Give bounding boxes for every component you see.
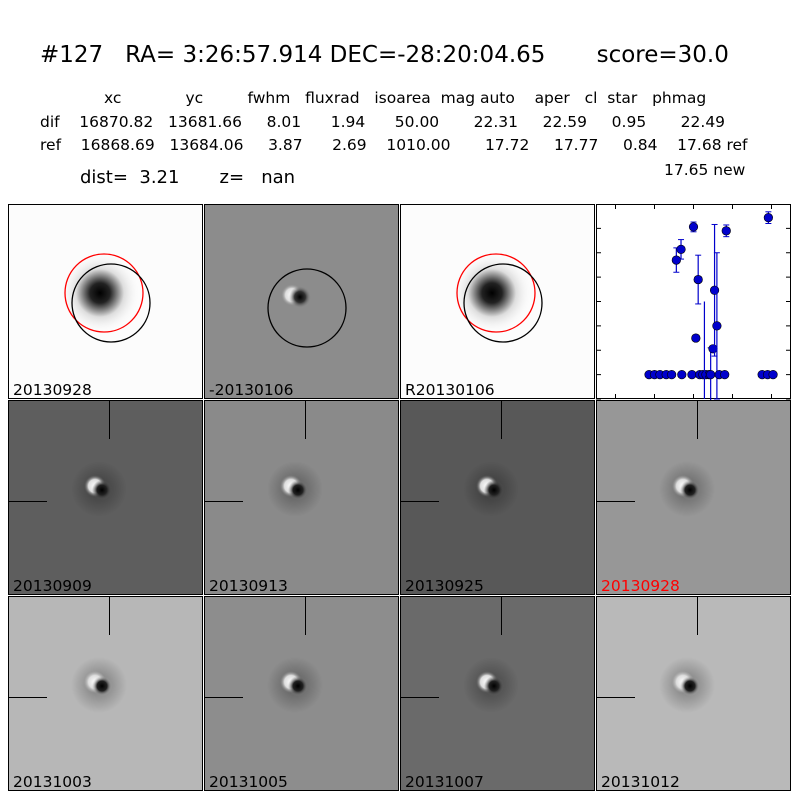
- negative-lobe: [288, 676, 308, 696]
- thumbnail-panel[interactable]: 20131007: [400, 596, 595, 791]
- dif-circle: [71, 263, 151, 343]
- page-title: #127 RA= 3:26:57.914 DEC=-28:20:04.65 sc…: [40, 42, 729, 68]
- thumbnail-panel[interactable]: 20131005: [204, 596, 399, 791]
- negative-lobe: [92, 676, 112, 696]
- thumbnail-panel[interactable]: 20130925: [400, 400, 595, 595]
- data-point: [712, 321, 722, 331]
- panel-label: 20131003: [13, 773, 92, 791]
- thumbnail-image: [659, 657, 715, 713]
- diff-negative: [289, 286, 311, 308]
- crosshair-horizontal: [597, 697, 635, 698]
- dif-circle: [267, 268, 347, 348]
- ref-image: [452, 253, 543, 343]
- negative-lobe: [484, 676, 504, 696]
- crosshair-vertical: [501, 597, 502, 635]
- thumbnail-image: [267, 657, 323, 713]
- crosshair-vertical: [305, 597, 306, 635]
- thumbnail-image: [463, 657, 519, 713]
- star-image: [60, 253, 151, 343]
- crosshair-horizontal: [205, 501, 243, 502]
- negative-lobe: [680, 480, 700, 500]
- crosshair-vertical: [109, 597, 110, 635]
- ref-new-mag: 17.65 new: [664, 161, 746, 179]
- plot-area: [596, 204, 791, 399]
- crosshair-horizontal: [9, 501, 47, 502]
- data-point: [691, 333, 701, 343]
- ref-circle: [64, 253, 144, 333]
- panel-image-new[interactable]: 20130928: [8, 204, 203, 399]
- crosshair-horizontal: [9, 697, 47, 698]
- data-point: [676, 244, 686, 254]
- star-blob: [60, 253, 140, 333]
- data-point: [721, 226, 731, 236]
- panel-label: 20130928: [13, 381, 92, 399]
- thumbnail-panel[interactable]: 20130909: [8, 400, 203, 595]
- data-point: [688, 222, 699, 232]
- crosshair-vertical: [697, 401, 698, 439]
- diff-image: [267, 268, 347, 348]
- negative-lobe: [680, 676, 700, 696]
- panel-label: 20130928: [601, 577, 680, 595]
- data-point: [693, 274, 703, 285]
- crosshair-horizontal: [205, 697, 243, 698]
- panel-image-ref[interactable]: R20130106: [400, 204, 595, 399]
- panel-label: 20130909: [13, 577, 92, 595]
- table-header: xc yc fwhm fluxrad isoarea mag auto aper…: [104, 89, 707, 107]
- data-point: [709, 285, 720, 295]
- panel-label: R20130106: [405, 381, 495, 399]
- crosshair-vertical: [305, 401, 306, 439]
- data-point: [706, 370, 716, 380]
- crosshair-horizontal: [597, 501, 635, 502]
- data-point: [677, 370, 687, 380]
- panel-label: -20130106: [209, 381, 294, 399]
- panel-image-diff[interactable]: -20130106: [204, 204, 399, 399]
- thumbnail-image: [659, 461, 715, 517]
- data-point: [720, 370, 730, 380]
- crosshair-vertical: [109, 401, 110, 439]
- negative-lobe: [288, 480, 308, 500]
- thumbnail-panel[interactable]: 20131012: [596, 596, 791, 791]
- table-row-dif: dif 16870.82 13681.66 8.01 1.94 50.00 22…: [40, 113, 726, 131]
- data-point: [708, 344, 718, 354]
- dist-line: dist= 3.21 z= nan: [80, 167, 296, 188]
- data-point: [667, 370, 677, 380]
- data-point: [687, 370, 697, 380]
- panel-label: 20131007: [405, 773, 484, 791]
- panel-label: 20130913: [209, 577, 288, 595]
- negative-lobe: [92, 480, 112, 500]
- light-curve-chart[interactable]: 22.022.523.023.524.024.525.025.526.0−100…: [596, 204, 796, 424]
- crosshair-vertical: [697, 597, 698, 635]
- panel-label: 20131005: [209, 773, 288, 791]
- thumbnail-image: [463, 461, 519, 517]
- thumbnail-panel[interactable]: 20131003: [8, 596, 203, 791]
- thumbnail-image: [267, 461, 323, 517]
- dif-circle: [463, 263, 543, 343]
- crosshair-horizontal: [401, 697, 439, 698]
- thumbnail-image: [71, 461, 127, 517]
- thumbnail-image: [71, 657, 127, 713]
- star-blob: [452, 253, 532, 333]
- crosshair-horizontal: [401, 501, 439, 502]
- data-point: [768, 370, 778, 380]
- ref-circle: [456, 253, 536, 333]
- data-point: [671, 255, 681, 265]
- crosshair-vertical: [501, 401, 502, 439]
- table-row-ref: ref 16868.69 13684.06 3.87 2.69 1010.00 …: [40, 136, 748, 154]
- thumbnail-panel[interactable]: 20130928: [596, 400, 791, 595]
- panel-label: 20130925: [405, 577, 484, 595]
- panel-label: 20131012: [601, 773, 680, 791]
- negative-lobe: [484, 480, 504, 500]
- data-point: [763, 213, 773, 223]
- thumbnail-panel[interactable]: 20130913: [204, 400, 399, 595]
